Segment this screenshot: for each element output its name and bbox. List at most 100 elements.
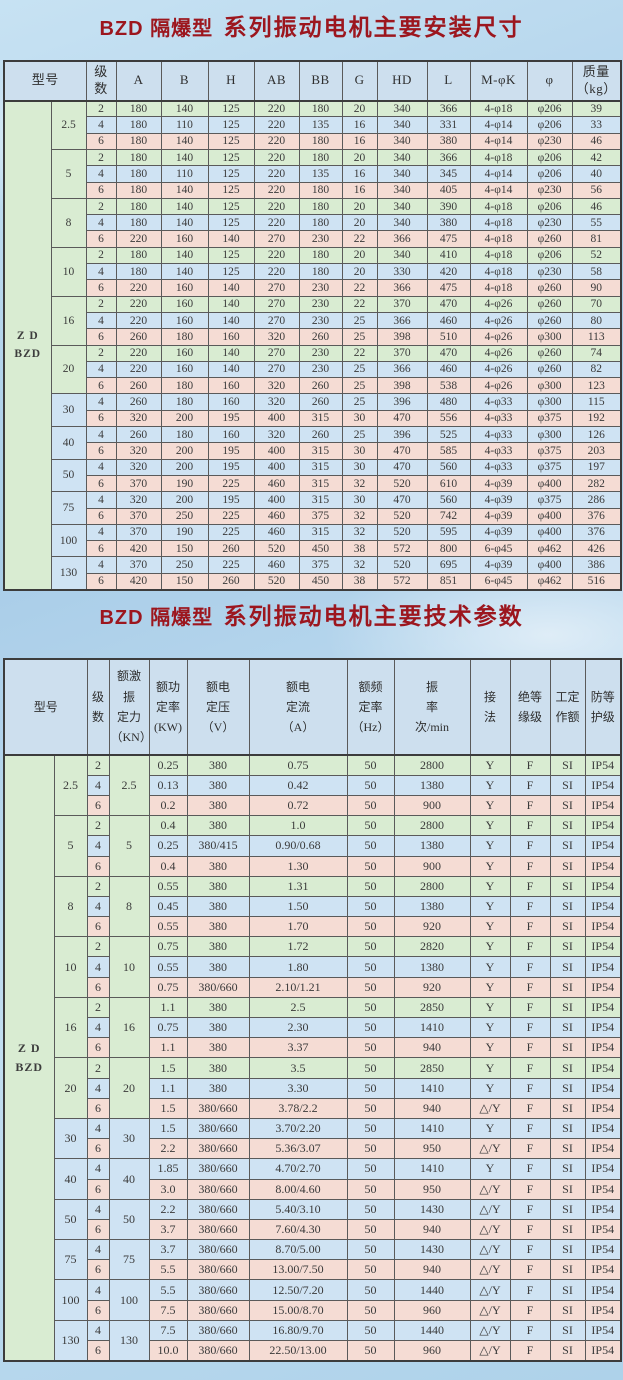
section1-title-main: 系列振动电机主要安装尺寸 [223, 14, 524, 40]
value-cell: 180 [298, 148, 343, 167]
value-cell: 3.78/2.2 [248, 1097, 348, 1119]
value-cell: 380 [426, 214, 471, 232]
group-cell: 40 [50, 426, 87, 460]
value-cell: 270 [253, 311, 300, 330]
value-cell: 20 [341, 263, 378, 281]
value-cell: 380 [186, 1057, 250, 1079]
value-cell: 315 [298, 491, 343, 509]
value-cell: 742 [426, 507, 471, 525]
value-cell: SI [549, 895, 586, 918]
value-cell: 180 [160, 393, 209, 411]
value-cell: φ375 [526, 409, 573, 428]
value-cell: 22 [341, 279, 378, 297]
value-cell: 12.50/7.20 [248, 1279, 348, 1301]
group-cell: 5 [53, 815, 88, 877]
value-cell: 46 [571, 132, 622, 150]
value-cell: 560 [426, 458, 471, 476]
value-cell: 220 [253, 165, 300, 183]
value-cell: φ260 [526, 344, 573, 362]
value-cell: φ260 [526, 279, 573, 297]
value-cell: 220 [253, 263, 300, 281]
value-cell: 400 [253, 491, 300, 509]
value-cell: 1.30 [248, 855, 348, 877]
value-cell: 556 [426, 409, 471, 428]
value-cell: 140 [160, 246, 209, 265]
column-header: BB [298, 60, 343, 102]
value-cell: 110 [160, 116, 209, 134]
value-cell: Y [469, 1017, 511, 1039]
value-cell: 220 [115, 230, 162, 248]
value-cell: 70 [571, 295, 622, 313]
group-cell: 20 [50, 344, 87, 395]
value-cell: 4-φ39 [469, 491, 528, 509]
value-cell: SI [549, 1138, 586, 1160]
column-header: H [207, 60, 255, 102]
value-cell: 380 [186, 815, 250, 837]
value-cell: IP54 [584, 774, 622, 796]
value-cell: 380/660 [186, 1178, 250, 1200]
value-cell: 125 [207, 132, 255, 150]
table-row: 8 2 180 140 125 220 180 20 340 390 4-φ18 φ206 46 [4, 197, 622, 248]
column-header: A [115, 60, 162, 102]
value-cell: 4-φ33 [469, 393, 528, 411]
value-cell: 320 [115, 409, 162, 428]
value-cell: 396 [376, 393, 428, 411]
group-cell: 100 [53, 1279, 88, 1321]
value-cell: SI [549, 774, 586, 796]
pole-count-cell: 6 [85, 132, 117, 150]
table-row: 6 260 180 160 320 260 25 398 538 4-φ26 φ300 123 [4, 377, 622, 395]
value-cell: 32 [341, 523, 378, 542]
value-cell: 340 [376, 148, 428, 167]
value-cell: 160 [207, 377, 255, 395]
value-cell: 260 [115, 393, 162, 411]
value-cell: 192 [571, 409, 622, 428]
group-cell: 100 [50, 523, 87, 558]
value-cell: 140 [207, 295, 255, 313]
pole-count-cell: 4 [85, 393, 117, 411]
value-cell: 160 [160, 295, 209, 313]
value-cell: 366 [376, 279, 428, 297]
section2-title-main: 系列振动电机主要技术参数 [223, 602, 524, 629]
value-cell: 460 [253, 523, 300, 542]
value-cell: 426 [571, 540, 622, 558]
value-cell: 380/660 [186, 1340, 250, 1362]
value-cell: 30 [341, 409, 378, 428]
value-cell: 5.36/3.07 [248, 1138, 348, 1160]
value-cell: 230 [298, 344, 343, 362]
value-cell: 1440 [393, 1279, 471, 1301]
value-cell: 125 [207, 214, 255, 232]
value-cell: IP54 [584, 1279, 622, 1301]
table-row: 4 220 160 140 270 230 25 366 460 4-φ26 φ260 80 [4, 311, 622, 330]
value-cell: 20 [341, 197, 378, 216]
table-row: 5 2 180 140 125 220 180 20 340 366 4-φ18 φ206 42 [4, 148, 622, 199]
value-cell: 520 [376, 523, 428, 542]
value-cell: 1410 [393, 1158, 471, 1180]
value-cell: 420 [115, 540, 162, 558]
value-cell: 4-φ18 [469, 230, 528, 248]
value-cell: 475 [426, 279, 471, 297]
value-cell: 286 [571, 491, 622, 509]
value-cell: 0.42 [248, 774, 348, 796]
value-cell: 2800 [393, 875, 471, 897]
table-row: 6 220 160 140 270 230 22 366 475 4-φ18 φ260 90 [4, 279, 622, 297]
value-cell: 320 [253, 328, 300, 346]
value-cell: 380/660 [186, 1117, 250, 1140]
value-cell: 150 [160, 540, 209, 558]
value-cell: φ400 [526, 507, 573, 525]
value-cell: △/Y [469, 1239, 511, 1261]
value-cell: 1380 [393, 956, 471, 978]
value-cell: 197 [571, 458, 622, 476]
value-cell: 340 [376, 116, 428, 134]
value-cell: 400 [253, 442, 300, 460]
value-cell: Y [469, 1158, 511, 1180]
value-cell: 32 [341, 474, 378, 493]
table-row: 6 1.1 380 3.37 50 940 Y F SI IP54 [4, 1037, 622, 1059]
value-cell: Y [469, 976, 511, 998]
excitation-force-cell: 16 [108, 996, 150, 1059]
value-cell: 345 [426, 165, 471, 183]
excitation-force-cell: 100 [108, 1279, 150, 1321]
value-cell: 398 [376, 377, 428, 395]
value-cell: 4-φ33 [469, 426, 528, 444]
value-cell: 610 [426, 474, 471, 493]
pole-count-cell: 2 [85, 100, 117, 118]
